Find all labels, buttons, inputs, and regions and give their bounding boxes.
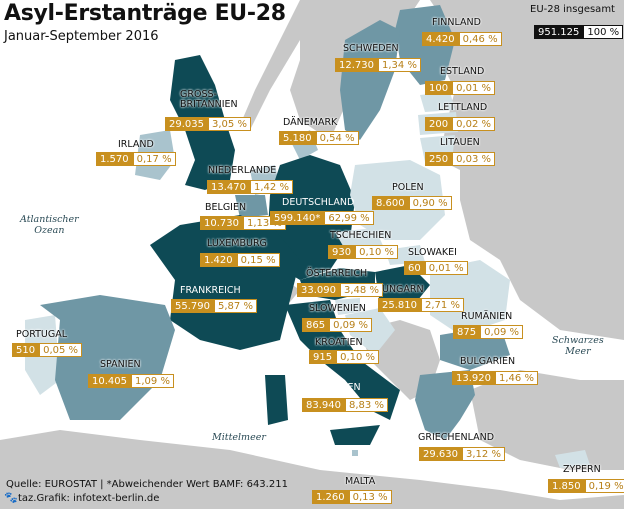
valuebox-schweden: 12.730 1,34 %: [335, 58, 421, 72]
label-slowenien: SLOWENIEN: [309, 303, 366, 314]
valuebox-slowenien: 865 0,09 %: [302, 318, 373, 332]
valuebox-slowakei: 60 0,01 %: [404, 261, 468, 275]
valuebox-daenemark: 5.180 0,54 %: [279, 131, 359, 145]
label-polen: POLEN: [392, 182, 424, 193]
total-pct: 100 %: [583, 25, 624, 39]
country-shape-malta: [352, 450, 358, 456]
valuebox-zypern: 1.850 0,19 %: [548, 479, 624, 493]
credit-line: taz.Grafik: infotext-berlin.de: [18, 493, 160, 504]
label-tschechien: TSCHECHIEN: [330, 230, 392, 241]
valuebox-niederlande: 13.470 1,42 %: [207, 180, 293, 194]
valuebox-litauen: 250 0,03 %: [425, 152, 496, 166]
valuebox-malta: 1.260 0,13 %: [312, 490, 392, 504]
total-label: EU-28 insgesamt: [530, 4, 615, 15]
label-kroatien: KROATIEN: [315, 337, 363, 348]
label-rumaenien: RUMÄNIEN: [461, 311, 513, 322]
valuebox-griechenland: 29.630 3,12 %: [419, 447, 505, 461]
valuebox-oesterreich: 33.090 3,48 %: [297, 283, 383, 297]
non-eu-land-turkey: [470, 370, 624, 470]
label-niederlande: NIEDERLANDE: [208, 165, 277, 176]
label-slowakei: SLOWAKEI: [408, 247, 457, 258]
label-irland: IRLAND: [118, 139, 154, 150]
sea-label-schwarzes-meer: Schwarzes Meer: [552, 335, 604, 358]
label-daenemark: DÄNEMARK: [283, 117, 338, 128]
label-lettland: LETTLAND: [438, 102, 488, 113]
sea-label-atlantik: Atlantischer Ozean: [20, 214, 79, 237]
label-bulgarien: BULGARIEN: [460, 356, 516, 367]
sea-label-mittelmeer: Mittelmeer: [212, 432, 266, 443]
label-gb: GROSS- BRITANNIEN: [180, 89, 238, 110]
label-oesterreich: ÖSTERREICH: [306, 268, 368, 279]
label-zypern: ZYPERN: [563, 464, 601, 475]
country-shape-zypern: [555, 450, 590, 468]
valuebox-frankreich: 55.790 5,87 %: [171, 299, 257, 313]
label-finnland: FINNLAND: [432, 17, 481, 28]
non-eu-land-africa: [0, 430, 624, 509]
label-ungarn: UNGARN: [382, 284, 424, 295]
label-litauen: LITAUEN: [440, 137, 480, 148]
valuebox-rumaenien: 875 0,09 %: [453, 325, 524, 339]
valuebox-luxemburg: 1.420 0,15 %: [200, 253, 280, 267]
non-eu-land-norway: [240, 0, 330, 130]
valuebox-deutschland: 599.140* 62,99 %: [270, 211, 374, 225]
country-shape-italien: [265, 300, 400, 445]
country-shape-spanien: [40, 295, 175, 420]
label-griechenland: GRIECHENLAND: [418, 432, 495, 443]
valuebox-estland: 100 0,01 %: [425, 81, 496, 95]
valuebox-portugal: 510 0,05 %: [12, 343, 83, 357]
valuebox-finnland: 4.420 0,46 %: [422, 32, 502, 46]
country-shape-belgien: [235, 195, 268, 218]
total-value: 951.125: [534, 25, 584, 39]
total-value-box: 951.125 100 %: [534, 25, 624, 39]
valuebox-ungarn: 25.810 2,71 %: [378, 298, 464, 312]
country-shape-frankreich: [150, 215, 300, 350]
valuebox-bulgarien: 13.920 1,46 %: [452, 371, 538, 385]
source-line: Quelle: EUROSTAT | *Abweichender Wert BA…: [6, 479, 288, 490]
country-shape-slowenien: [335, 298, 360, 315]
label-luxemburg: LUXEMBURG: [207, 238, 267, 249]
valuebox-spanien: 10.405 1,09 %: [88, 374, 174, 388]
label-belgien: BELGIEN: [205, 202, 247, 213]
label-italien: ITALIEN: [325, 382, 361, 393]
valuebox-tschechien: 930 0,10 %: [328, 245, 399, 259]
label-estland: ESTLAND: [440, 66, 485, 77]
page-title: Asyl-Erstanträge EU-28: [4, 1, 286, 26]
valuebox-irland: 1.570 0,17 %: [96, 152, 176, 166]
valuebox-kroatien: 915 0,10 %: [309, 350, 380, 364]
page-subtitle: Januar-September 2016: [4, 29, 159, 44]
paw-icon: 🐾: [4, 491, 18, 504]
valuebox-lettland: 200 0,02 %: [425, 117, 496, 131]
valuebox-italien: 83.940 8,83 %: [302, 398, 388, 412]
label-schweden: SCHWEDEN: [343, 43, 399, 54]
valuebox-gb: 29.035 3,05 %: [165, 117, 251, 131]
country-shape-griechenland: [415, 370, 475, 440]
label-deutschland: DEUTSCHLAND: [282, 197, 355, 208]
country-shape-rumaenien: [430, 260, 510, 335]
valuebox-polen: 8.600 0,90 %: [372, 196, 452, 210]
label-malta: MALTA: [345, 476, 376, 487]
label-portugal: PORTUGAL: [16, 329, 68, 340]
label-frankreich: FRANKREICH: [180, 285, 241, 296]
label-spanien: SPANIEN: [100, 359, 141, 370]
country-shape-estland: [420, 92, 455, 112]
country-shape-schweden: [340, 20, 400, 140]
